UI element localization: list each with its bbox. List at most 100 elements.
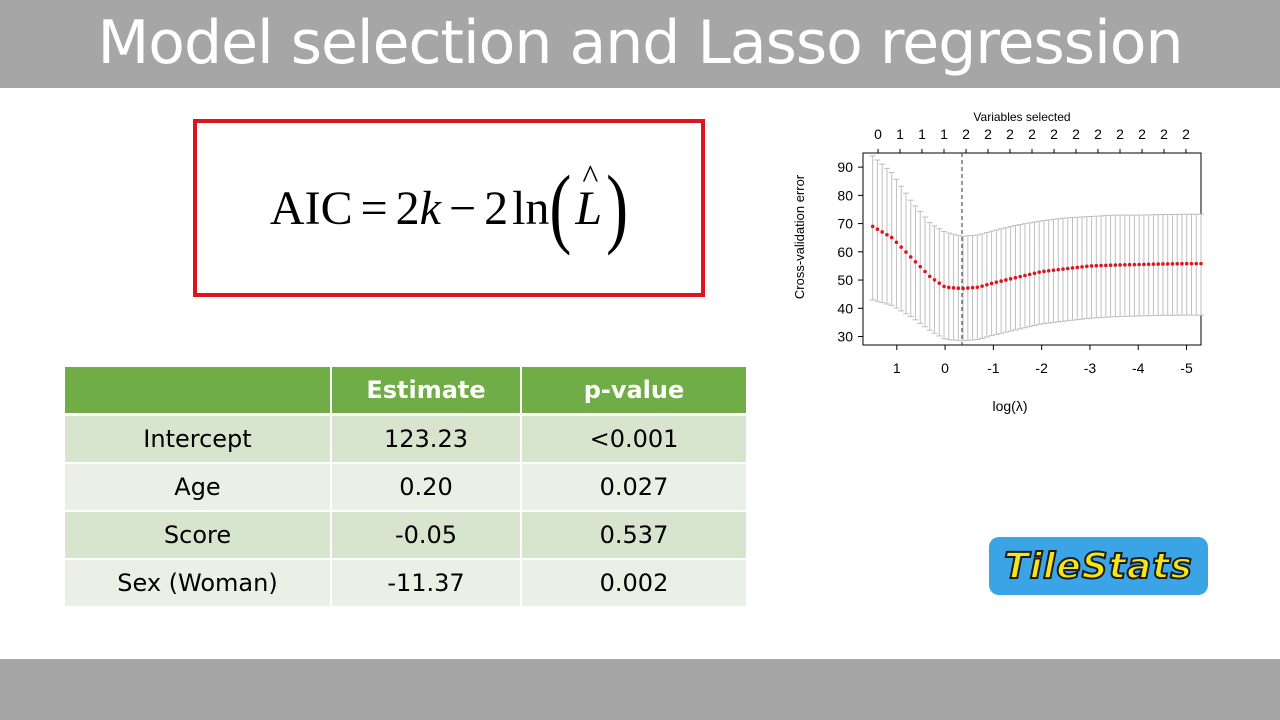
- data-point: [1080, 265, 1084, 269]
- top-tick-label: 2: [1072, 126, 1080, 142]
- table-header-row: Estimate p-value: [65, 367, 746, 416]
- y-tick-label: 60: [837, 244, 853, 260]
- top-tick-label: 2: [1050, 126, 1058, 142]
- data-point: [1132, 262, 1137, 267]
- data-point: [946, 285, 951, 290]
- data-point: [956, 286, 961, 291]
- data-point: [1184, 261, 1189, 266]
- top-tick-label: 2: [1160, 126, 1168, 142]
- data-point: [918, 264, 923, 269]
- row-estimate: -0.05: [331, 511, 522, 560]
- data-point: [875, 227, 880, 231]
- y-tick-label: 70: [837, 216, 853, 232]
- data-point: [1023, 273, 1027, 278]
- data-point: [1127, 262, 1132, 267]
- data-point: [999, 279, 1003, 283]
- data-point: [1161, 262, 1165, 266]
- top-tick-label: 2: [1094, 126, 1102, 142]
- data-point: [1061, 267, 1065, 271]
- data-point: [970, 285, 975, 290]
- formula-hat: ^: [582, 158, 599, 196]
- data-point: [951, 286, 956, 290]
- tilestats-logo: TileStats: [989, 537, 1208, 595]
- row-term: Age: [65, 463, 332, 512]
- top-tick-label: 1: [918, 126, 926, 142]
- data-point: [1008, 277, 1013, 281]
- table-row: Intercept 123.23 <0.001: [65, 414, 746, 464]
- data-point: [894, 240, 899, 245]
- data-point: [1142, 262, 1146, 267]
- data-point: [994, 280, 999, 284]
- data-point: [1118, 263, 1122, 267]
- data-point: [942, 284, 946, 289]
- formula-close-paren: ): [606, 158, 629, 257]
- formula-l-hat: ^ L: [575, 159, 603, 236]
- data-point: [1004, 278, 1008, 282]
- data-point: [1123, 263, 1127, 267]
- data-point: [1056, 267, 1061, 272]
- data-point: [1137, 262, 1141, 267]
- top-axis-title: Variables selected: [973, 110, 1070, 124]
- data-point: [1013, 275, 1018, 280]
- data-point: [1146, 262, 1151, 267]
- data-point: [1018, 274, 1022, 279]
- data-point: [1189, 261, 1194, 266]
- formula-lhs: AIC: [269, 181, 353, 235]
- y-tick-label: 50: [837, 272, 853, 288]
- row-pvalue: 0.027: [521, 463, 746, 512]
- data-point: [1075, 265, 1080, 270]
- top-tick-label: 2: [1006, 126, 1014, 142]
- y-tick-label: 80: [837, 187, 853, 203]
- formula-l: L: [575, 181, 603, 235]
- data-point: [937, 281, 942, 285]
- data-point: [885, 232, 889, 237]
- data-point: [1151, 262, 1156, 266]
- row-estimate: -11.37: [331, 559, 522, 608]
- table-header-pvalue: p-value: [521, 367, 746, 416]
- data-point: [1089, 264, 1094, 268]
- table-header-blank: [65, 367, 332, 416]
- y-axis-title: Cross-validation error: [792, 174, 807, 299]
- data-point: [1180, 261, 1184, 266]
- x-tick-label: -2: [1035, 360, 1048, 376]
- coefficient-table: Estimate p-value Intercept 123.23 <0.001…: [65, 367, 746, 608]
- data-point: [932, 278, 937, 282]
- data-point: [1170, 262, 1175, 266]
- x-tick-label: 0: [941, 360, 949, 376]
- footer-bar: [0, 659, 1280, 720]
- data-point: [1165, 262, 1170, 266]
- row-estimate: 0.20: [331, 463, 522, 512]
- data-point: [1094, 263, 1099, 268]
- formula-equals: =: [360, 181, 388, 235]
- row-pvalue: 0.537: [521, 511, 746, 560]
- top-tick-label: 0: [874, 126, 882, 142]
- data-point: [889, 235, 894, 240]
- data-point: [927, 274, 932, 279]
- row-term: Intercept: [65, 414, 332, 464]
- top-tick-label: 1: [940, 126, 948, 142]
- row-estimate: 123.23: [331, 414, 522, 464]
- aic-formula: AIC = 2 k − 2 ln ( ^ L ): [197, 123, 701, 293]
- x-tick-label: -3: [1084, 360, 1097, 376]
- data-point: [1051, 268, 1056, 273]
- y-tick-label: 90: [837, 159, 853, 175]
- data-point: [880, 230, 884, 234]
- formula-ln: ln: [512, 181, 550, 235]
- data-point: [1104, 263, 1108, 268]
- logo-text: TileStats: [1003, 545, 1193, 588]
- data-point: [1046, 268, 1051, 273]
- data-point: [1032, 271, 1037, 276]
- row-term: Sex (Woman): [65, 559, 332, 608]
- data-point: [1156, 262, 1160, 266]
- title-bar: Model selection and Lasso regression: [0, 0, 1280, 88]
- y-tick-label: 30: [837, 329, 853, 345]
- data-point: [1070, 266, 1075, 270]
- data-point: [1199, 261, 1203, 266]
- data-point: [1113, 263, 1118, 267]
- formula-two-b: 2: [484, 181, 509, 235]
- data-point: [1175, 261, 1180, 266]
- data-point: [1027, 272, 1032, 277]
- data-point: [908, 255, 913, 259]
- formula-open-paren: (: [549, 158, 572, 257]
